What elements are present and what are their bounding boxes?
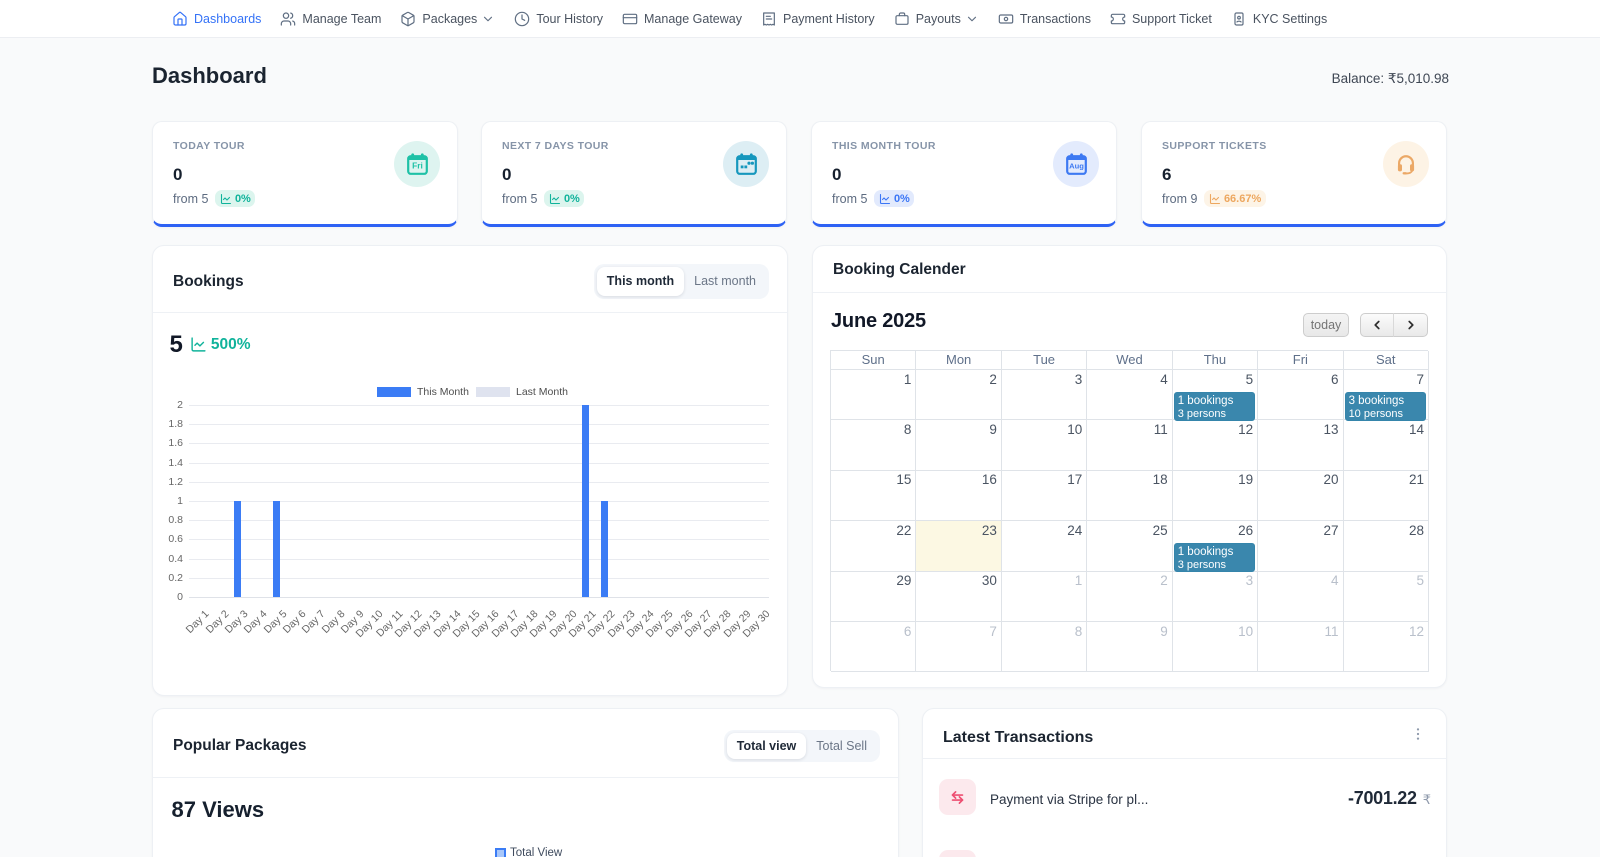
- svg-text:Aug: Aug: [1069, 162, 1084, 171]
- svg-text:Fri: Fri: [412, 161, 423, 171]
